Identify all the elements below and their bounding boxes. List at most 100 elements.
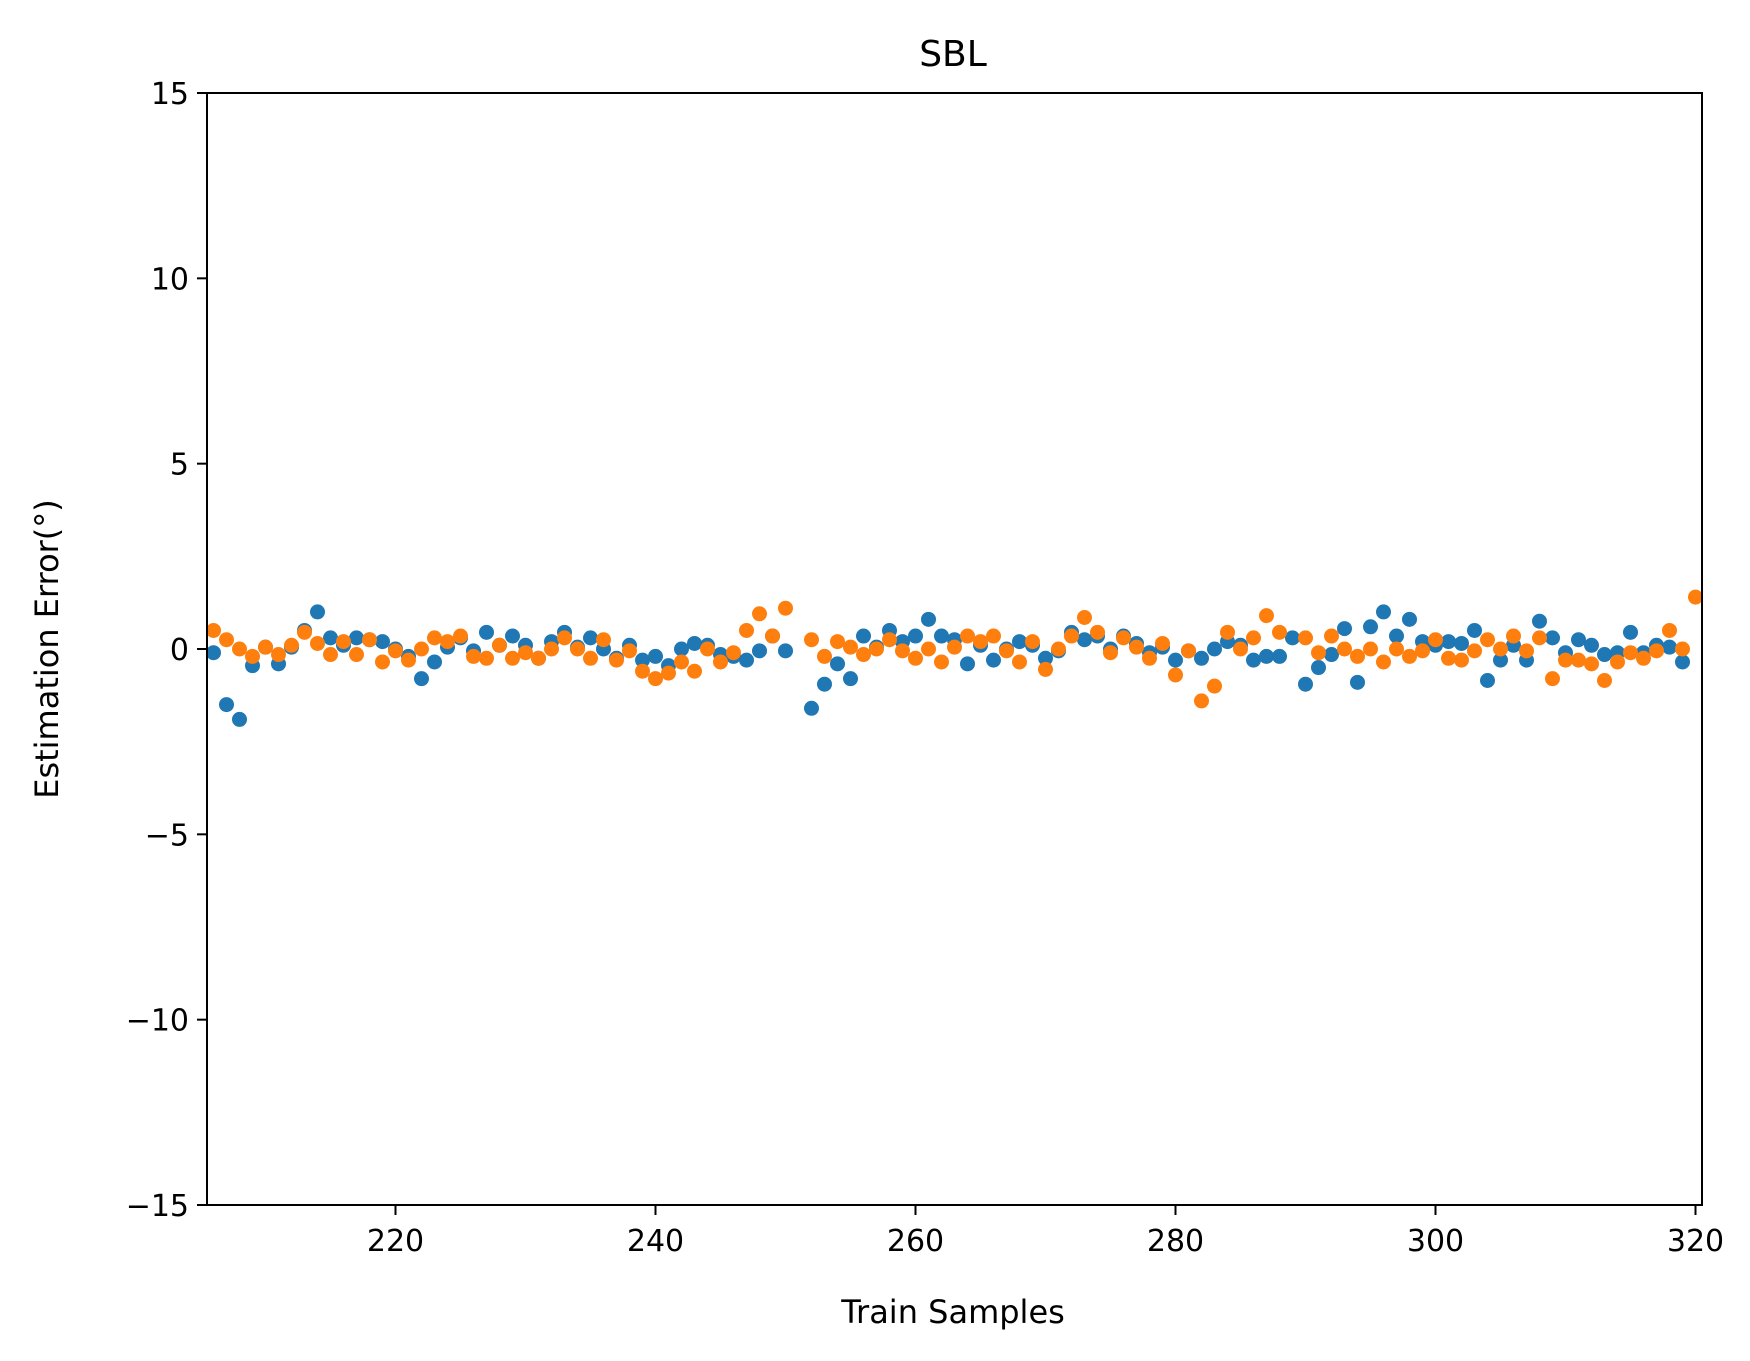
y-tick-label: −5 xyxy=(145,818,189,853)
data-point xyxy=(674,641,689,657)
data-point xyxy=(609,652,624,668)
data-point xyxy=(999,643,1014,659)
data-point xyxy=(1558,652,1573,668)
data-point xyxy=(570,641,585,657)
data-point xyxy=(1532,630,1547,646)
data-point xyxy=(349,630,364,646)
data-point xyxy=(882,632,897,648)
data-point xyxy=(1480,673,1495,689)
x-tick-label: 240 xyxy=(627,1224,684,1259)
data-point xyxy=(1402,648,1417,664)
data-point xyxy=(921,641,936,657)
data-point xyxy=(375,654,390,670)
data-point xyxy=(1623,624,1638,640)
data-point xyxy=(1233,641,1248,657)
data-point xyxy=(1207,641,1222,657)
data-point xyxy=(804,700,819,716)
data-point xyxy=(934,654,949,670)
data-point xyxy=(1324,628,1339,644)
data-point xyxy=(466,648,481,664)
data-point xyxy=(1025,634,1040,650)
data-point xyxy=(1246,652,1261,668)
data-point xyxy=(219,697,234,713)
data-point xyxy=(1311,645,1326,661)
data-point xyxy=(1077,632,1092,648)
x-tick-label: 300 xyxy=(1407,1224,1464,1259)
data-point xyxy=(401,652,416,668)
y-axis: 15 10 5 0 −5 −10 −15 xyxy=(126,77,207,1224)
data-point xyxy=(258,639,273,655)
data-point xyxy=(1181,643,1196,659)
data-point xyxy=(817,676,832,692)
data-point xyxy=(830,656,845,672)
data-point xyxy=(1298,630,1313,646)
data-point xyxy=(947,639,962,655)
data-point xyxy=(1259,608,1274,624)
data-point xyxy=(1298,676,1313,692)
data-point xyxy=(1012,634,1027,650)
series-1 xyxy=(206,589,1703,709)
data-point xyxy=(453,628,468,644)
x-tick-label: 280 xyxy=(1147,1224,1204,1259)
data-point xyxy=(1389,628,1404,644)
data-point xyxy=(752,606,767,622)
data-point xyxy=(739,652,754,668)
data-point xyxy=(583,650,598,666)
data-point xyxy=(648,671,663,687)
data-point xyxy=(1285,630,1300,646)
data-point xyxy=(310,635,325,651)
data-point xyxy=(1532,613,1547,629)
data-point xyxy=(1571,652,1586,668)
data-point xyxy=(1337,641,1352,657)
data-point xyxy=(362,632,377,648)
data-point xyxy=(830,634,845,650)
data-point xyxy=(1649,643,1664,659)
data-point xyxy=(934,628,949,644)
data-point xyxy=(674,654,689,670)
data-point xyxy=(1584,637,1599,653)
data-point xyxy=(960,656,975,672)
data-point xyxy=(1584,656,1599,672)
data-point xyxy=(1519,643,1534,659)
data-point xyxy=(1311,660,1326,676)
data-point xyxy=(1012,654,1027,670)
y-tick-label: 0 xyxy=(170,633,189,668)
data-point xyxy=(1467,622,1482,638)
data-point xyxy=(427,654,442,670)
data-point xyxy=(1493,641,1508,657)
data-point xyxy=(1454,652,1469,668)
data-point xyxy=(1597,673,1612,689)
data-point xyxy=(817,648,832,664)
data-point xyxy=(648,648,663,664)
data-point xyxy=(1272,624,1287,640)
data-point xyxy=(206,622,221,638)
y-tick-label: 15 xyxy=(151,77,189,112)
data-point xyxy=(739,622,754,638)
data-point xyxy=(908,650,923,666)
data-point xyxy=(1675,654,1690,670)
data-point xyxy=(310,604,325,620)
data-point xyxy=(1571,632,1586,648)
data-point xyxy=(960,628,975,644)
data-point xyxy=(232,641,247,657)
data-point xyxy=(518,645,533,661)
data-point xyxy=(219,632,234,648)
data-point xyxy=(414,641,429,657)
data-point xyxy=(1636,650,1651,666)
data-point xyxy=(1415,643,1430,659)
data-point xyxy=(635,652,650,668)
data-point xyxy=(1194,650,1209,666)
data-point xyxy=(1038,661,1053,677)
data-point xyxy=(349,647,364,663)
data-point xyxy=(596,632,611,648)
data-point xyxy=(245,648,260,664)
data-point xyxy=(388,643,403,659)
data-point xyxy=(765,628,780,644)
data-point xyxy=(557,630,572,646)
data-point xyxy=(635,663,650,679)
data-point xyxy=(1142,650,1157,666)
data-point xyxy=(622,643,637,659)
data-point xyxy=(973,634,988,650)
data-point xyxy=(687,663,702,679)
